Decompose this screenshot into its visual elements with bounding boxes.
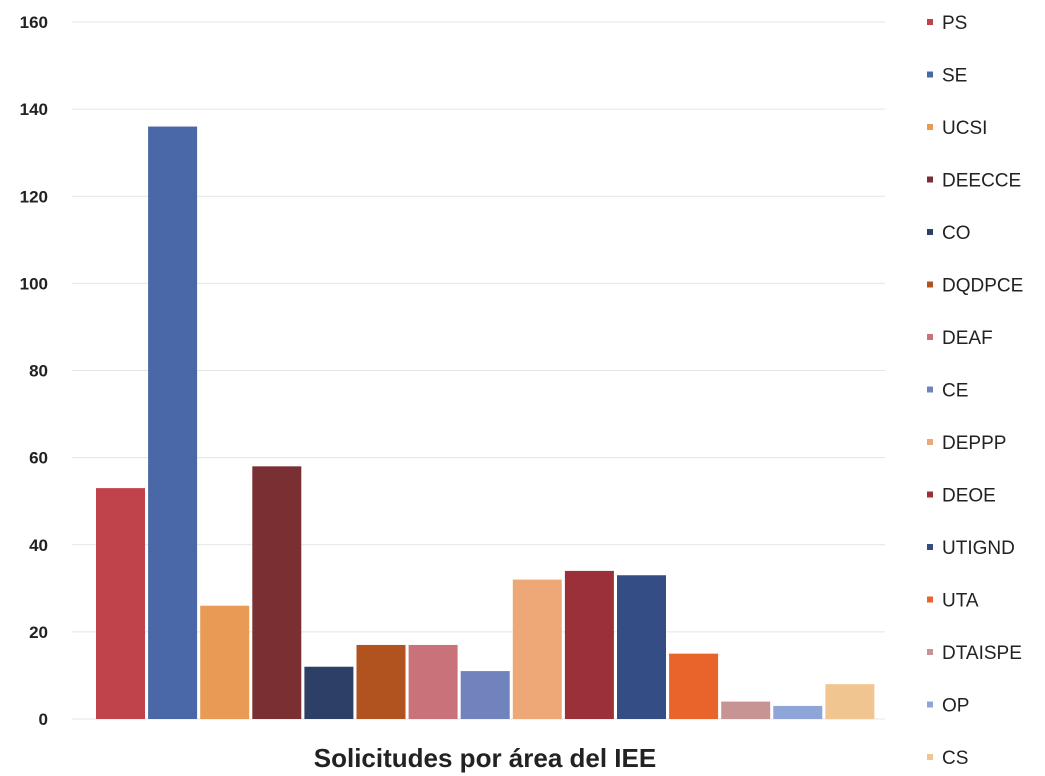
- bars: [96, 126, 875, 720]
- legend-label-cs: CS: [942, 748, 968, 769]
- bar-dqdpce: [356, 644, 406, 719]
- legend-label-dtaispe: DTAISPE: [942, 643, 1022, 664]
- legend-swatch-deaf: [927, 334, 933, 340]
- bar-deoe: [564, 570, 614, 719]
- bar-op: [773, 705, 823, 719]
- y-axis-ticks: 0 20 40 60 80 100 120 140 160: [20, 13, 48, 729]
- bar-ucsi: [200, 605, 250, 719]
- legend-label-deecce: DEECCE: [942, 171, 1021, 192]
- bar-ps: [96, 488, 145, 719]
- y-tick-label: 160: [20, 13, 48, 32]
- y-tick-label: 120: [20, 187, 48, 206]
- legend-label-co: CO: [942, 223, 971, 244]
- legend-label-ucsi: UCSI: [942, 118, 987, 139]
- legend-label-deaf: DEAF: [942, 328, 993, 349]
- legend-label-dqdpce: DQDPCE: [942, 276, 1023, 297]
- bar-utignd: [617, 575, 666, 719]
- legend-swatch-deoe: [927, 491, 933, 498]
- legend-label-ce: CE: [942, 381, 968, 402]
- bar-cs: [825, 684, 875, 719]
- y-tick-label: 80: [29, 362, 48, 381]
- y-tick-label: 100: [20, 274, 48, 293]
- bar-deppp: [512, 579, 562, 719]
- legend-swatch-op: [927, 701, 933, 708]
- y-tick-label: 0: [39, 710, 48, 729]
- legend-swatch-utignd: [927, 544, 933, 550]
- legend-swatch-co: [927, 229, 933, 235]
- bar-dtaispe: [721, 701, 771, 719]
- bar-uta: [669, 653, 719, 719]
- legend-label-utignd: UTIGND: [942, 538, 1015, 559]
- legend: PS SE UCSI DEECCE CO DQDPCE DEAF CE DEPPP DEOE UTI…: [927, 13, 1023, 769]
- legend-label-se: SE: [942, 66, 967, 87]
- bar-co: [304, 666, 354, 719]
- legend-swatch-deppp: [927, 439, 933, 445]
- legend-swatch-dqdpce: [927, 281, 933, 288]
- legend-swatch-ps: [927, 19, 933, 25]
- y-tick-label: 40: [29, 536, 48, 555]
- legend-label-deppp: DEPPP: [942, 433, 1006, 454]
- legend-label-ps: PS: [942, 13, 967, 34]
- legend-swatch-ce: [927, 386, 933, 393]
- legend-swatch-uta: [927, 596, 933, 603]
- legend-swatch-ucsi: [927, 124, 933, 130]
- bar-ce: [460, 671, 510, 719]
- legend-label-uta: UTA: [942, 591, 979, 612]
- y-tick-label: 20: [29, 623, 48, 642]
- bar-deaf: [408, 644, 458, 719]
- legend-swatch-cs: [927, 754, 933, 760]
- legend-label-deoe: DEOE: [942, 486, 996, 507]
- legend-swatch-dtaispe: [927, 649, 933, 655]
- legend-swatch-se: [927, 71, 933, 78]
- y-tick-label: 140: [20, 100, 48, 119]
- y-tick-label: 60: [29, 449, 48, 468]
- legend-label-op: OP: [942, 696, 969, 717]
- legend-swatch-deecce: [927, 176, 933, 183]
- chart-title: Solicitudes por área del IEE: [314, 743, 656, 773]
- bar-deecce: [252, 466, 302, 719]
- bar-se: [148, 126, 198, 720]
